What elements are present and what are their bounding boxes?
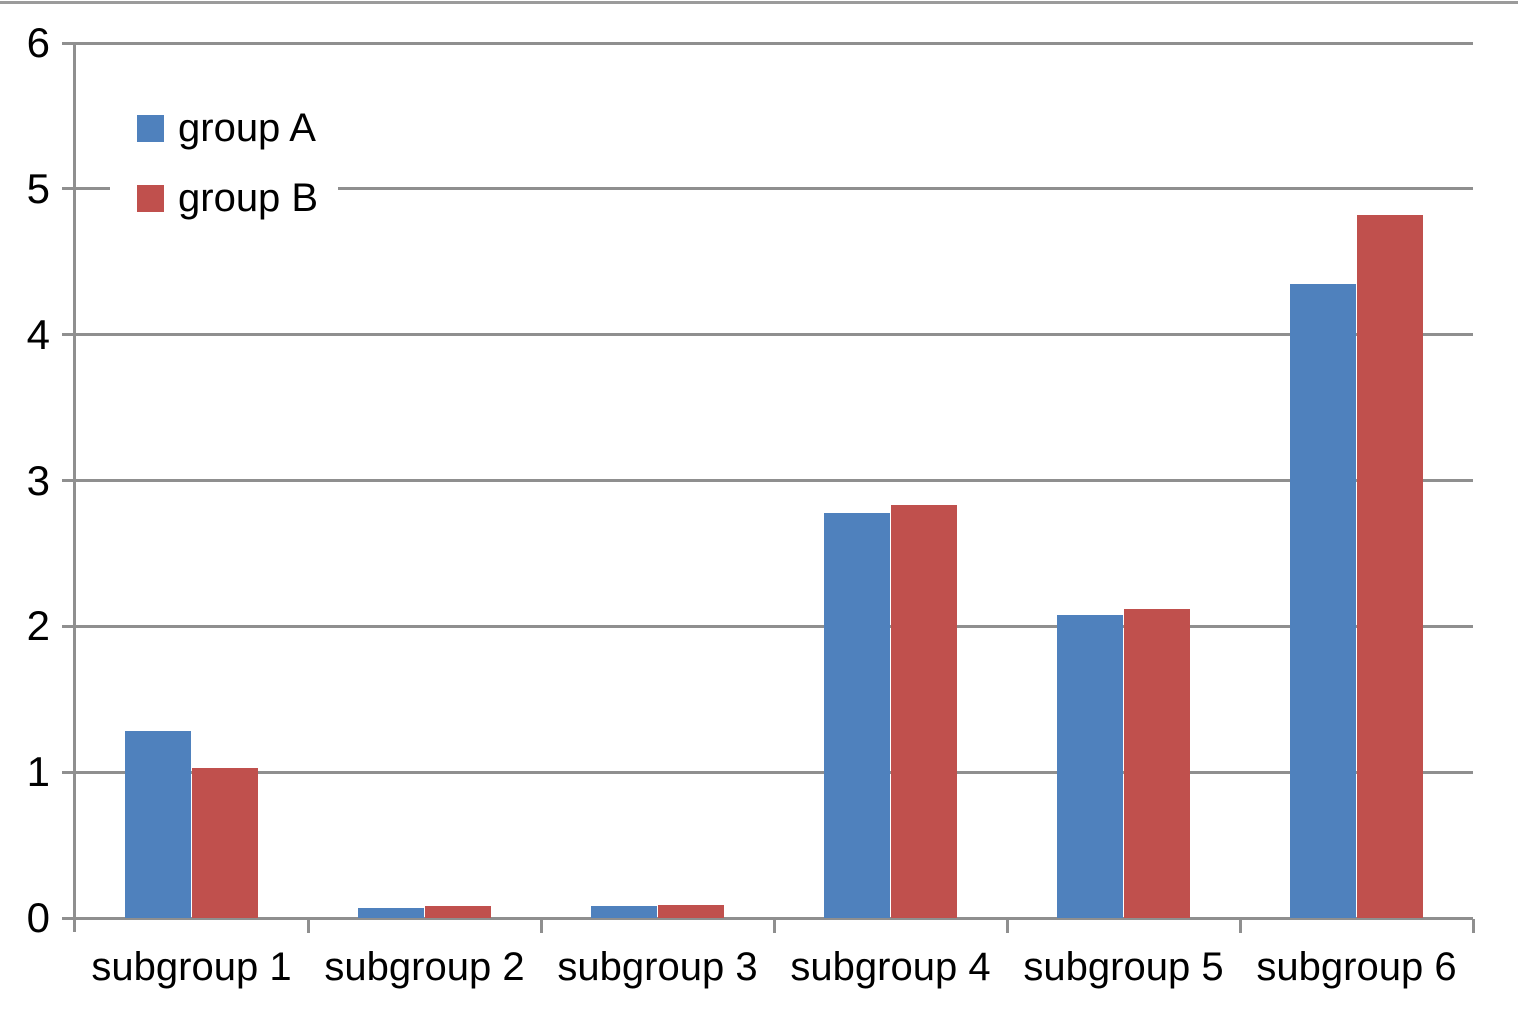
- x-category-label-4: subgroup 4: [790, 945, 991, 989]
- x-category-label-5: subgroup 5: [1023, 945, 1224, 989]
- y-axis-line: [73, 43, 76, 932]
- y-axis-tick-4: [62, 333, 76, 337]
- x-axis-tick-3: [772, 919, 776, 933]
- legend-item-group-A: group A: [137, 108, 318, 148]
- gridline-y-5: [75, 187, 1473, 191]
- plot-area: [62, 41, 1475, 933]
- bar-group-B-5: [1123, 608, 1190, 918]
- y-axis-tick-6: [62, 41, 76, 45]
- bar-group-B-6: [1356, 215, 1423, 918]
- chart-top-border: [0, 1, 1518, 4]
- legend-swatch-group-B: [137, 184, 164, 212]
- bar-group-A-3: [591, 906, 658, 918]
- bar-group-B-2: [424, 906, 491, 918]
- gridline-y-1: [75, 770, 1473, 774]
- y-axis-tick-5: [62, 187, 76, 191]
- x-axis-tick-2: [539, 919, 543, 933]
- x-category-label-3: subgroup 3: [557, 945, 758, 989]
- bar-group-B-4: [890, 505, 957, 918]
- x-axis-tick-4: [1005, 919, 1009, 933]
- bar-group-B-1: [191, 767, 258, 918]
- legend-label-group-B: group B: [178, 176, 319, 220]
- legend: group A group B: [110, 100, 339, 228]
- x-category-label-2: subgroup 2: [324, 945, 525, 989]
- y-tick-label-3: 3: [26, 456, 50, 504]
- y-axis-tick-1: [62, 770, 76, 774]
- x-axis-tick-5: [1238, 919, 1242, 933]
- y-tick-label-0: 0: [26, 894, 50, 941]
- gridline-y-6: [75, 41, 1473, 45]
- bar-group-A-2: [358, 907, 425, 918]
- y-tick-label-6: 6: [26, 19, 50, 66]
- gridline-y-2: [75, 624, 1473, 628]
- bar-group-A-4: [824, 512, 891, 918]
- legend-item-group-B: group B: [137, 178, 318, 218]
- bar-group-B-3: [657, 904, 724, 918]
- legend-swatch-group-A: [137, 114, 164, 142]
- x-axis-line: [62, 917, 1473, 920]
- x-axis-tick-1: [306, 919, 310, 933]
- x-category-label-1: subgroup 1: [91, 945, 292, 989]
- legend-label-group-A: group A: [178, 106, 316, 150]
- y-tick-label-5: 5: [26, 164, 50, 212]
- y-axis-tick-3: [62, 479, 76, 482]
- y-tick-label-1: 1: [26, 748, 50, 796]
- bar-group-A-5: [1057, 614, 1124, 918]
- y-tick-label-4: 4: [26, 310, 50, 358]
- gridline-y-3: [75, 479, 1473, 482]
- bar-group-A-1: [125, 731, 192, 918]
- bar-group-A-6: [1290, 283, 1357, 918]
- y-tick-label-2: 2: [26, 602, 50, 650]
- y-axis-tick-2: [62, 624, 76, 628]
- x-category-label-6: subgroup 6: [1256, 945, 1457, 989]
- x-axis-tick-6: [1471, 919, 1475, 933]
- gridline-y-4: [75, 333, 1473, 337]
